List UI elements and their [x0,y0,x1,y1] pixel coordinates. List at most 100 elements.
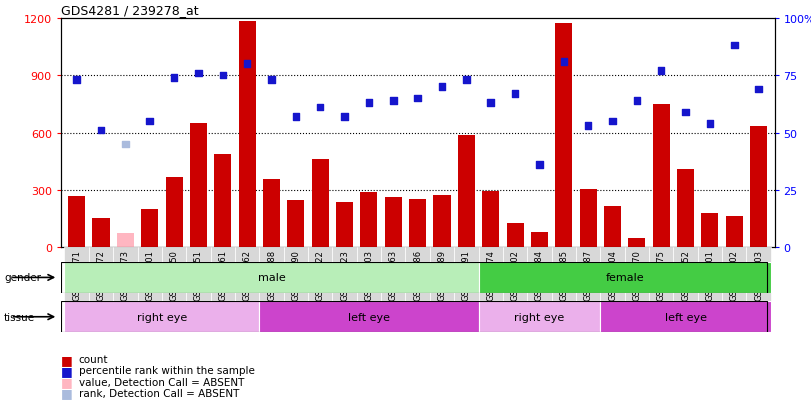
Text: GSM686985: GSM686985 [560,250,569,301]
Bar [65,248,89,312]
Point [168,75,181,81]
Point [119,141,132,148]
Bar [165,177,182,248]
Point [241,61,254,68]
Bar [653,104,670,248]
Bar [284,248,308,312]
Text: GSM685475: GSM685475 [657,250,666,301]
Bar [478,262,770,293]
Text: GDS4281 / 239278_at: GDS4281 / 239278_at [61,5,199,17]
Bar [214,154,231,248]
Bar [190,123,207,248]
Text: GSM685652: GSM685652 [681,250,690,301]
Point [508,91,521,97]
Bar [162,248,187,312]
Text: GSM687004: GSM687004 [608,250,617,301]
Bar [697,248,722,312]
Text: tissue: tissue [4,312,35,322]
Bar [138,248,162,312]
Text: GSM685523: GSM685523 [340,250,349,301]
Point [581,123,594,130]
Bar [360,192,377,248]
Point [436,84,448,91]
Point [144,119,157,125]
Point [265,77,278,84]
Bar [702,214,719,248]
Bar [556,24,573,248]
Text: ■: ■ [61,364,72,377]
Point [71,77,84,84]
Point [606,119,619,125]
Text: GSM686990: GSM686990 [291,250,300,301]
Bar [381,248,406,312]
Bar [531,233,548,248]
Point [387,98,400,104]
Point [752,86,765,93]
Point [314,104,327,111]
Bar [308,248,333,312]
Bar [357,248,381,312]
Text: GSM685522: GSM685522 [315,250,324,300]
Point [290,114,303,121]
Bar [409,199,427,248]
Text: GSM686987: GSM686987 [584,250,593,301]
Bar [600,301,770,332]
Text: count: count [79,354,108,364]
Bar [677,169,694,248]
Point [679,109,692,116]
Bar [503,248,527,312]
Bar [483,192,500,248]
Text: ■: ■ [61,375,72,388]
Bar [746,248,770,312]
Bar [454,248,478,312]
Bar [260,248,284,312]
Point [460,77,473,84]
Text: GSM687002: GSM687002 [730,250,739,301]
Point [703,121,716,127]
Text: GSM685470: GSM685470 [633,250,642,301]
Bar [722,248,746,312]
Bar [478,248,503,312]
Bar [333,248,357,312]
Text: GSM687001: GSM687001 [706,250,714,301]
Bar [434,195,451,248]
Bar [65,301,260,332]
Bar [527,248,551,312]
Bar [673,248,697,312]
Bar [629,238,646,248]
Point [217,73,230,79]
Point [533,162,546,169]
Text: GSM686988: GSM686988 [267,250,276,301]
Text: GSM685601: GSM685601 [145,250,154,301]
Text: GSM685474: GSM685474 [487,250,496,301]
Text: female: female [605,273,644,283]
Bar [580,190,597,248]
Text: right eye: right eye [514,312,564,322]
Bar [551,248,576,312]
Point [192,70,205,77]
Text: GSM686963: GSM686963 [388,250,398,301]
Text: GSM685471: GSM685471 [72,250,81,301]
Bar [68,196,85,248]
Text: GSM685603: GSM685603 [364,250,373,301]
Text: male: male [258,273,285,283]
Bar [287,200,304,248]
Bar [430,248,454,312]
Text: GSM685472: GSM685472 [97,250,105,301]
Text: value, Detection Call = ABSENT: value, Detection Call = ABSENT [79,377,244,387]
Bar [235,248,260,312]
Point [95,128,108,134]
Bar [600,248,624,312]
Bar [576,248,600,312]
Point [557,59,570,65]
Bar [263,180,280,248]
Point [484,100,497,107]
Bar [89,248,114,312]
Text: percentile rank within the sample: percentile rank within the sample [79,366,255,375]
Bar [604,207,621,248]
Text: ■: ■ [61,353,72,366]
Point [411,95,424,102]
Text: GSM685651: GSM685651 [194,250,203,301]
Text: GSM686961: GSM686961 [218,250,227,301]
Bar [406,248,430,312]
